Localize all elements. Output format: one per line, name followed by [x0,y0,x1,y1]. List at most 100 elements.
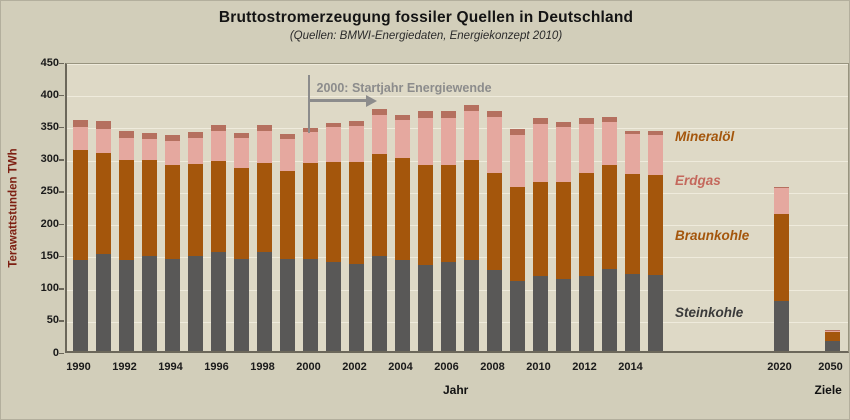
bar-2002-erdgas [349,126,364,163]
y-tick-mark-350 [59,126,64,129]
bar-2010 [533,118,548,351]
bar-2050-steinkohle [825,341,840,351]
gridline-300 [67,160,848,162]
bar-2012-mineralöl [579,118,594,124]
series-label-steinkohle: Steinkohle [675,304,744,320]
bar-1990 [73,119,88,351]
gridline-400 [67,96,848,98]
gridline-450 [67,64,848,65]
gridline-100 [67,289,848,291]
bar-2007-braunkohle [464,159,479,260]
series-label-braunkohle: Braunkohle [675,228,750,243]
bar-1991-erdgas [96,128,111,153]
x-tick-label-2006: 2006 [434,361,459,373]
bar-2050-braunkohle [825,332,840,342]
bar-1998-steinkohle [257,252,272,351]
bar-1997-braunkohle [234,168,249,259]
bar-2000-erdgas [303,131,318,164]
bar-2007-mineralöl [464,104,479,111]
y-tick-mark-450 [59,62,64,64]
bar-1996-steinkohle [211,252,226,351]
bar-2012-erdgas [579,123,594,173]
bar-2015-mineralöl [648,131,663,136]
bar-2009-mineralöl [510,128,525,136]
bar-2011-braunkohle [556,182,571,279]
bar-2011-steinkohle [556,278,571,351]
bar-2014-erdgas [625,134,640,174]
x-tick-label-2014: 2014 [618,361,643,373]
gridline-50 [67,321,848,323]
bar-1999-steinkohle [280,258,295,351]
bar-2008 [487,111,502,351]
bar-2006-mineralöl [441,110,456,118]
chart-subtitle: (Quellen: BMWI-Energiedaten, Energiekonz… [289,30,563,42]
bar-2007-erdgas [464,110,479,160]
bar-2012-braunkohle [579,172,594,277]
y-tick-label-150: 150 [40,249,59,262]
bar-2005 [418,110,433,351]
bar-2003-steinkohle [372,256,387,351]
bar-2014-mineralöl [625,130,640,135]
bar-1998 [257,125,272,351]
bar-2001 [326,122,341,351]
y-tick-mark-0 [59,352,64,354]
bar-2006 [441,110,456,351]
bar-1995-erdgas [188,137,203,165]
y-tick-mark-50 [59,320,64,322]
y-tick-label-200: 200 [40,217,59,230]
bar-2005-braunkohle [418,165,433,265]
bar-1992-steinkohle [119,259,134,351]
bar-2020 [774,187,789,351]
bar-2002 [349,120,364,351]
bar-2004-steinkohle [395,260,410,351]
gridline-200 [67,225,848,227]
bar-1999-mineralöl [280,133,295,139]
bar-2000-mineralöl [303,128,318,132]
y-tick-mark-100 [59,288,64,290]
y-tick-label-400: 400 [40,88,59,101]
bar-1991-braunkohle [96,152,111,255]
bar-1999 [280,133,295,351]
bar-2006-braunkohle [441,164,456,263]
bar-2010-erdgas [533,124,548,182]
y-tick-label-50: 50 [46,314,59,327]
y-tick-label-300: 300 [40,153,59,166]
bar-2006-erdgas [441,117,456,165]
bar-1997-erdgas [234,137,249,168]
y-tick-label-450: 450 [40,56,59,69]
bar-2008-mineralöl [487,111,502,118]
bar-1991-mineralöl [96,120,111,129]
bar-1994-mineralöl [165,135,180,141]
series-label-erdgas: Erdgas [675,172,721,188]
bar-1994-steinkohle [165,258,180,351]
x-tick-label-1998: 1998 [250,361,275,373]
bar-1996-braunkohle [211,160,226,253]
bar-2003-erdgas [372,115,387,155]
bar-1995-steinkohle [188,256,203,351]
bar-2005-mineralöl [418,110,433,119]
bar-2009-braunkohle [510,187,525,282]
bar-2012 [579,118,594,351]
bar-2015-erdgas [648,135,663,176]
bar-2015 [648,131,663,351]
bar-2008-steinkohle [487,270,502,351]
bar-1990-mineralöl [73,119,88,127]
series-label-mineralöl: Mineralöl [675,129,735,145]
bar-2002-braunkohle [349,162,364,264]
bar-2000 [303,128,318,351]
bar-1996-erdgas [211,131,226,161]
bar-1991-steinkohle [96,254,111,351]
x-tick-label-2012: 2012 [572,361,597,373]
bar-2015-braunkohle [648,175,663,275]
bar-2009-steinkohle [510,281,525,351]
bar-2001-steinkohle [326,262,341,351]
annotation-text: 2000: Startjahr Energiewende [316,81,492,95]
bar-2003-mineralöl [372,108,387,116]
bar-1990-steinkohle [73,260,88,351]
bar-2014-braunkohle [625,173,640,275]
bar-2013-erdgas [602,121,617,166]
bar-2012-steinkohle [579,276,594,351]
annotation-arrow-shaft [309,99,366,102]
annotation-arrow-head [365,94,377,107]
